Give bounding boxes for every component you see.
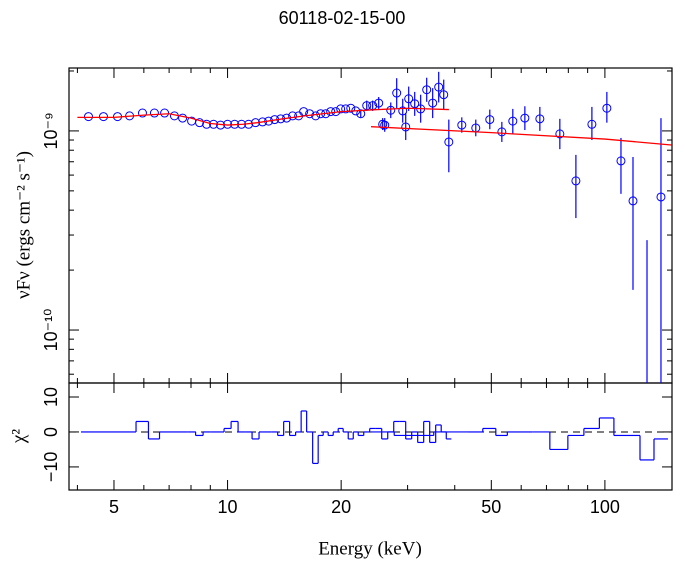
y-tick-label: −10 [41,452,61,483]
y-tick-label: 10⁻¹⁰ [41,309,61,352]
data-point [508,116,518,126]
data-point [401,122,411,132]
data-point [178,113,188,123]
data-point [341,104,351,114]
top-frame [68,67,673,384]
data-point [656,192,666,202]
data-point [374,98,384,108]
data-point [422,85,432,95]
data-point [98,112,108,122]
chart-title: 60118-02-15-00 [279,8,406,28]
step-riser [135,410,447,464]
data-point [485,115,495,125]
data-point [497,127,507,137]
data-point [428,98,438,108]
y-axis-title: νFν (ergs cm⁻² s⁻¹) [13,151,34,299]
data-point [404,94,414,104]
bottom-plot-area [69,410,672,465]
data-point [602,103,612,113]
data-point [160,108,170,118]
residual-axis-title: χ² [8,429,29,444]
data-point [336,104,346,114]
data-point [444,137,454,147]
model-line [77,107,449,126]
data-point [410,99,420,109]
data-point [386,105,396,115]
data-point [555,129,565,139]
x-tick-label: 100 [590,497,620,517]
x-tick-label: 10 [218,497,238,517]
data-point [392,88,402,98]
x-tick-label: 50 [481,497,501,517]
data-point [398,106,408,116]
data-point [83,112,93,122]
x-tick-label: 5 [109,497,119,517]
data-point [326,107,336,117]
data-point [571,176,581,186]
model-line [370,126,672,146]
step-riser [393,417,655,460]
data-point [520,113,530,123]
top-plot-area [77,71,672,383]
data-point [137,108,147,118]
data-point [628,196,638,206]
y-tick-label: 10 [41,387,61,407]
x-tick-label: 20 [331,497,351,517]
data-point [288,111,298,121]
data-point [535,114,545,124]
data-point [149,108,159,118]
data-point [378,119,388,129]
data-point [356,109,366,119]
data-point [434,82,444,92]
x-axis-title: Energy (keV) [318,538,422,559]
data-point [305,109,315,119]
data-point [616,156,626,166]
data-point [346,103,356,113]
bottom-frame [68,382,673,491]
data-point [439,90,449,100]
y-tick-label: 0 [41,427,61,437]
data-point [311,111,321,121]
data-point [457,120,467,130]
data-point [195,118,205,128]
y-tick-label: 10⁻⁹ [41,112,61,149]
data-point [202,119,212,129]
data-point [587,119,597,129]
